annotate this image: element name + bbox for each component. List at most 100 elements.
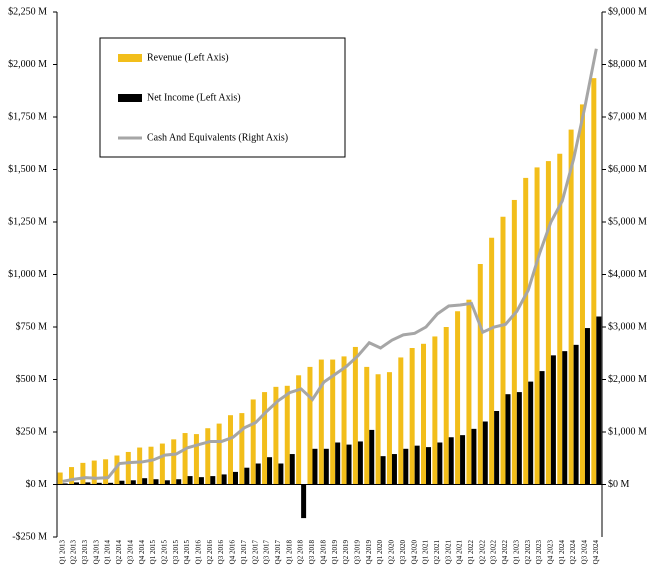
x-tick-label: Q2 2020 [388,540,396,565]
bar [130,480,136,485]
bar [414,445,420,485]
bar [539,371,545,485]
bar [244,467,250,485]
bar [523,177,529,485]
bar [448,437,454,485]
bar [85,482,91,485]
x-tick-label: Q1 2024 [558,540,566,565]
x-tick-label: Q2 2018 [297,540,305,565]
bar [346,444,352,485]
x-tick-label: Q4 2015 [183,540,191,565]
bar [164,480,170,485]
bar [267,457,273,485]
bar [335,442,341,485]
bar [398,357,404,485]
x-tick-label: Q3 2019 [353,540,361,565]
x-tick-label: Q4 2018 [319,540,327,565]
x-tick-label: Q4 2019 [365,540,373,565]
y-tick-label: $0 M [26,479,48,490]
bar [584,328,590,485]
bar [426,447,432,485]
bar [239,413,245,485]
x-tick-label: Q3 2022 [490,540,498,565]
bar [357,441,363,485]
x-tick-label: Q4 2013 [92,540,100,565]
y-tick-label: $750 M [16,321,48,332]
y-tick-label: $1,000 M [8,269,47,280]
legend-swatch [118,54,142,62]
bar [80,462,86,485]
x-tick-label: Q2 2013 [70,540,78,565]
y-tick-label: $2,250 M [8,6,47,17]
bar [545,161,551,485]
bar [198,477,204,485]
bar [466,299,472,485]
x-tick-label: Q1 2015 [149,540,157,565]
bar [455,311,461,485]
bar [114,455,120,485]
bar [489,237,495,485]
bar [511,199,517,485]
bar [460,435,466,485]
x-tick-label: Q2 2015 [160,540,168,565]
bar [278,463,284,485]
bar [103,459,109,485]
x-tick-label: Q2 2017 [251,540,259,565]
y-tick-label: $250 M [16,426,48,437]
bar [193,434,199,485]
bar [369,429,375,485]
x-tick-label: Q4 2024 [592,540,600,565]
x-tick-label: Q1 2022 [467,540,475,565]
bar [307,366,313,485]
bar [500,216,506,485]
bar [591,78,597,485]
bar [409,348,415,485]
x-tick-label: Q4 2016 [229,540,237,565]
x-tick-label: Q1 2017 [240,540,248,565]
bar [375,374,381,485]
bar [573,344,579,485]
bar [273,386,279,485]
y-tick-label: -$250 M [12,531,47,542]
x-tick-label: Q4 2022 [501,540,509,565]
bar [91,460,97,485]
bar [432,336,438,485]
x-tick-label: Q2 2024 [569,540,577,565]
y2-tick-label: $5,000 M [608,216,647,227]
bar [250,399,256,485]
x-tick-label: Q1 2018 [285,540,293,565]
legend: Revenue (Left Axis) Net Income (Left Axis… [99,37,346,158]
bar [296,375,302,485]
bar [232,471,238,485]
bar [534,167,540,485]
bar [596,316,602,485]
bar [182,433,188,485]
bar [69,467,75,485]
bar [364,366,370,485]
y2-tick-label: $1,000 M [608,426,647,437]
bar [437,442,443,485]
legend-label: Cash And Equivalents (Right Axis) [147,132,288,143]
bar [171,439,177,485]
x-tick-label: Q2 2023 [524,540,532,565]
bar [221,474,227,485]
bar [216,423,222,485]
y2-tick-label: $3,000 M [608,321,647,332]
y2-tick-label: $6,000 M [608,164,647,175]
bar [284,385,290,485]
bar [568,129,574,485]
bar [62,483,68,485]
bar [187,476,193,485]
bar [477,264,483,485]
bar [137,447,143,485]
bar [516,392,522,485]
y-tick-label: $2,000 M [8,59,47,70]
x-tick-label: Q1 2021 [422,540,430,565]
x-tick-label: Q3 2018 [308,540,316,565]
x-tick-label: Q2 2019 [342,540,350,565]
x-tick-label: Q1 2016 [195,540,203,565]
bar [318,359,324,485]
bar [482,421,488,485]
